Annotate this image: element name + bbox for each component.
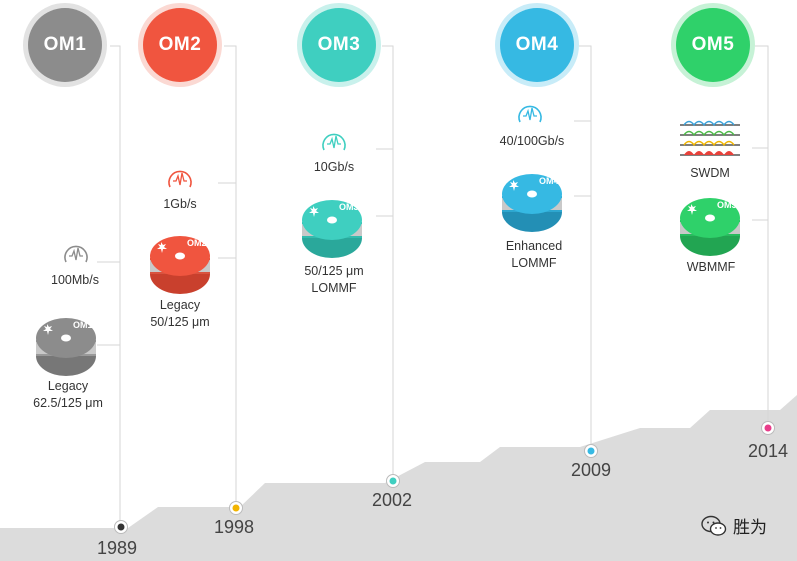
om3-fiber-label: 50/125 μm LOMMF: [288, 263, 380, 297]
om1-fiber-line-1: Legacy: [47, 379, 89, 393]
watermark: 胜为: [701, 513, 767, 538]
om1-fiber-line-2: 62.5/125 μm: [33, 396, 103, 410]
om2-bandwidth-label: 1Gb/s: [163, 197, 197, 211]
om5-badge: OM5: [676, 8, 750, 82]
om3-bandwidth-label: 10Gb/s: [313, 160, 355, 174]
om3-spool-label: OM3: [339, 202, 359, 212]
om4-fiber-label: Enhanced LOMMF: [488, 238, 580, 272]
om4-bandwidth-label: 40/100Gb/s: [499, 134, 565, 148]
year-2009-marker: [584, 444, 598, 458]
om4-badge: OM4: [500, 8, 574, 82]
om4-spool-label: OM4: [539, 176, 559, 186]
om2-fiber-label: Legacy 50/125 μm: [134, 297, 226, 331]
om1-fiber-spool-icon: OM1: [36, 318, 96, 376]
om2-badge: OM2: [143, 8, 217, 82]
om1-fiber-label: Legacy 62.5/125 μm: [20, 378, 116, 412]
year-2002-label: 2002: [372, 490, 413, 510]
om5-spool-label: OM5: [717, 200, 737, 210]
year-2014-marker: [761, 421, 775, 435]
om4-fiber-line-2: LOMMF: [511, 256, 557, 270]
wechat-icon: [701, 515, 727, 536]
om5-vertical-line: [755, 45, 769, 428]
om3-fiber-spool-icon: OM3: [302, 200, 362, 258]
year-1998-label: 1998: [214, 517, 255, 537]
om1-speed-gauge-icon: [64, 245, 88, 263]
om2-vertical-line: [224, 45, 237, 508]
om5-fiber-spool-icon: OM5: [680, 198, 740, 256]
year-2014-label: 2014: [748, 441, 789, 461]
swdm-wavelengths-icon: [680, 120, 740, 156]
om5-fiber-line-1: WBMMF: [686, 260, 736, 274]
om2-fiber-line-2: 50/125 μm: [150, 315, 210, 329]
om3-fiber-line-2: LOMMF: [311, 281, 357, 295]
om2-fiber-spool-icon: OM2: [150, 236, 210, 294]
om5-fiber-label: WBMMF: [668, 259, 754, 276]
om3-badge: OM3: [302, 8, 376, 82]
om3-speed-gauge-icon: [322, 133, 346, 151]
om2-speed-gauge-icon: [168, 170, 192, 188]
om1-spool-label: OM1: [73, 320, 93, 330]
om3-fiber-line-1: 50/125 μm: [304, 264, 364, 278]
om5-bandwidth-label: SWDM: [690, 166, 730, 180]
om1-vertical-line: [110, 45, 121, 527]
year-2002-marker: [386, 474, 400, 488]
om4-vertical-line: [579, 45, 592, 451]
om3-vertical-line: [382, 45, 394, 481]
om2-spool-label: OM2: [187, 238, 207, 248]
watermark-text: 胜为: [733, 518, 767, 537]
year-1989-label: 1989: [97, 538, 138, 558]
om4-fiber-line-1: Enhanced: [505, 239, 563, 253]
om1-bandwidth-label: 100Mb/s: [51, 273, 99, 287]
year-2009-label: 2009: [571, 460, 612, 480]
year-1998-marker: [229, 501, 243, 515]
om4-fiber-spool-icon: OM4: [502, 174, 562, 232]
om4-speed-gauge-icon: [518, 105, 542, 123]
year-1989-marker: [114, 520, 128, 534]
om2-fiber-line-1: Legacy: [159, 298, 201, 312]
om1-badge: OM1: [28, 8, 102, 82]
